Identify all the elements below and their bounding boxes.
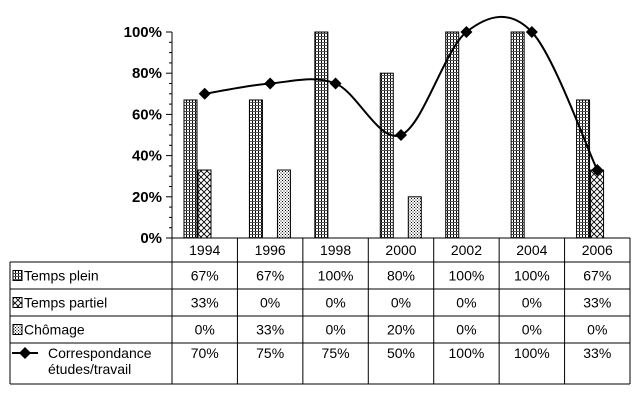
x-tick-label: 1998 — [320, 242, 351, 258]
table-cell: 33% — [583, 345, 611, 361]
y-tick-label: 60% — [132, 106, 162, 123]
bar — [510, 31, 525, 239]
bar — [314, 31, 329, 239]
bar — [248, 99, 263, 239]
table-cell: 75% — [322, 345, 350, 361]
y-tick-label: 20% — [132, 189, 162, 206]
table-cell: 75% — [256, 345, 284, 361]
line-point — [525, 26, 538, 38]
x-tick-label: 1996 — [255, 242, 286, 258]
legend-key-marker — [19, 347, 31, 359]
table-cell: 67% — [583, 268, 611, 284]
table-cell: 70% — [191, 345, 219, 361]
x-tick-label: 1994 — [189, 242, 220, 258]
table-cell: 100% — [514, 345, 550, 361]
x-tick-label: 2006 — [582, 242, 613, 258]
table-cell: 100% — [318, 268, 354, 284]
legend-label: études/travail — [48, 361, 131, 377]
legend-key — [12, 270, 23, 281]
table-cell: 0% — [391, 295, 411, 311]
table-cell: 0% — [260, 295, 280, 311]
bar — [407, 196, 422, 239]
table-cell: 100% — [514, 268, 550, 284]
line-point — [264, 77, 277, 90]
table-cell: 33% — [256, 322, 284, 338]
line-point — [329, 77, 342, 90]
bar — [590, 169, 605, 239]
table-cell: 33% — [191, 295, 219, 311]
series-line-correspondance — [204, 15, 599, 171]
bar — [183, 99, 198, 239]
table-cell: 0% — [456, 295, 476, 311]
table-cell: 80% — [387, 268, 415, 284]
table-cell: 0% — [587, 322, 607, 338]
y-tick-label: 40% — [132, 148, 162, 165]
x-tick-label: 2000 — [385, 242, 416, 258]
line-point — [460, 26, 473, 38]
table-cell: 0% — [325, 295, 345, 311]
table-cell: 0% — [325, 322, 345, 338]
table-cell: 0% — [456, 322, 476, 338]
legend-key — [12, 324, 23, 335]
y-tick-label: 80% — [132, 65, 162, 82]
table-cell: 20% — [387, 322, 415, 338]
table-cell: 67% — [256, 268, 284, 284]
legend-label: Chômage — [24, 322, 85, 338]
table-cell: 100% — [449, 345, 485, 361]
table-cell: 0% — [522, 295, 542, 311]
bar — [576, 99, 591, 239]
line-point — [591, 164, 604, 177]
x-tick-label: 2004 — [516, 242, 547, 258]
legend-key — [12, 297, 23, 308]
y-tick-label: 100% — [124, 24, 162, 41]
legend-label: Temps partiel — [24, 295, 107, 311]
table-cell: 100% — [449, 268, 485, 284]
bar — [379, 72, 394, 239]
table-cell: 50% — [387, 345, 415, 361]
bar — [197, 169, 212, 239]
line-point — [198, 87, 211, 100]
legend-label: Temps plein — [24, 268, 99, 284]
x-tick-label: 2002 — [451, 242, 482, 258]
legend-label: Correspondance — [48, 345, 152, 361]
bar — [276, 169, 291, 239]
table-cell: 0% — [522, 322, 542, 338]
y-tick-label: 0% — [140, 230, 162, 247]
line-point — [395, 129, 407, 141]
table-cell: 67% — [191, 268, 219, 284]
table-cell: 0% — [195, 322, 215, 338]
bar — [445, 31, 460, 239]
table-cell: 33% — [583, 295, 611, 311]
